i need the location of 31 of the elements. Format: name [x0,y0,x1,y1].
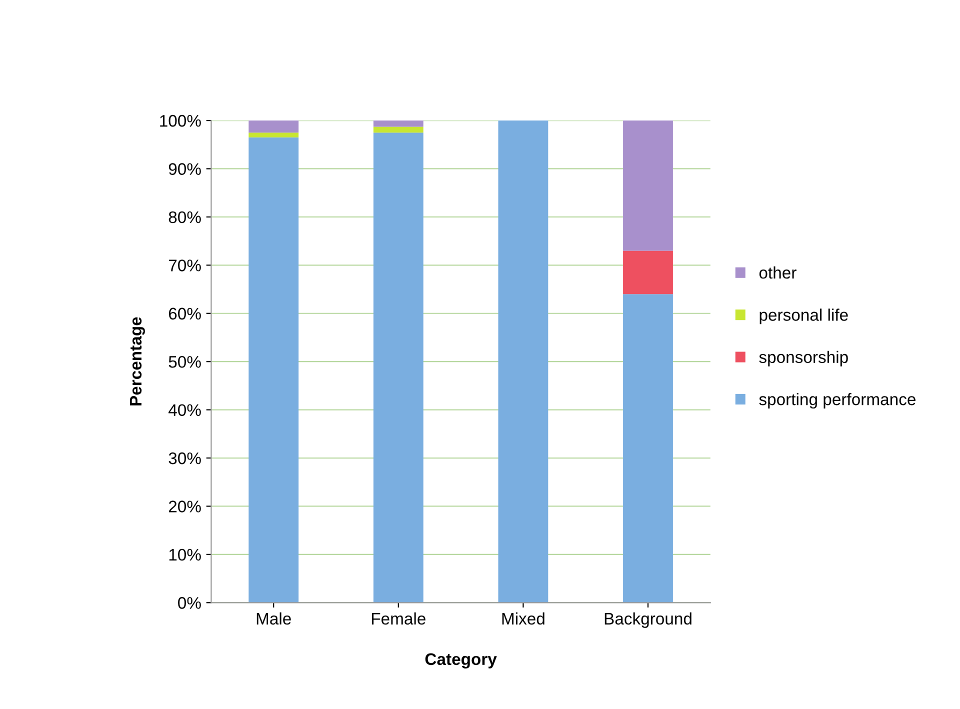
bar [373,120,424,127]
y-tick-label: 60% [168,308,201,320]
y-tick-label: 30% [168,452,201,464]
y-tick-label: 80% [168,211,201,224]
y-tick-label: 40% [168,404,201,416]
x-tick-label: Female [372,612,426,625]
bar [373,126,424,133]
x-tick-label: Male [256,612,291,625]
y-axis-title: Percentage [130,317,145,406]
legend-label: other [759,266,796,279]
x-tick-label: Background [604,612,692,628]
y-tick-label: 10% [169,548,201,561]
bar [623,294,673,603]
legend-label: personal life [760,308,848,324]
bar [373,132,424,603]
y-tick-label: 50% [168,356,201,368]
legend-label: sponsorship [759,350,848,366]
y-tick-label: 20% [168,500,201,512]
y-tick-label: 0% [178,597,201,609]
bar [248,132,299,138]
x-tick-label: Mixed [502,612,544,625]
bar [498,120,548,603]
x-axis-title: Category [425,653,497,668]
bar [623,120,673,251]
y-tick-label: 70% [168,260,201,272]
y-tick-label: 90% [168,163,201,175]
y-tick-label: 100% [160,114,201,127]
legend-label: sporting performance [759,393,916,409]
bar [248,120,299,133]
bar [623,250,673,294]
bar [248,137,299,603]
